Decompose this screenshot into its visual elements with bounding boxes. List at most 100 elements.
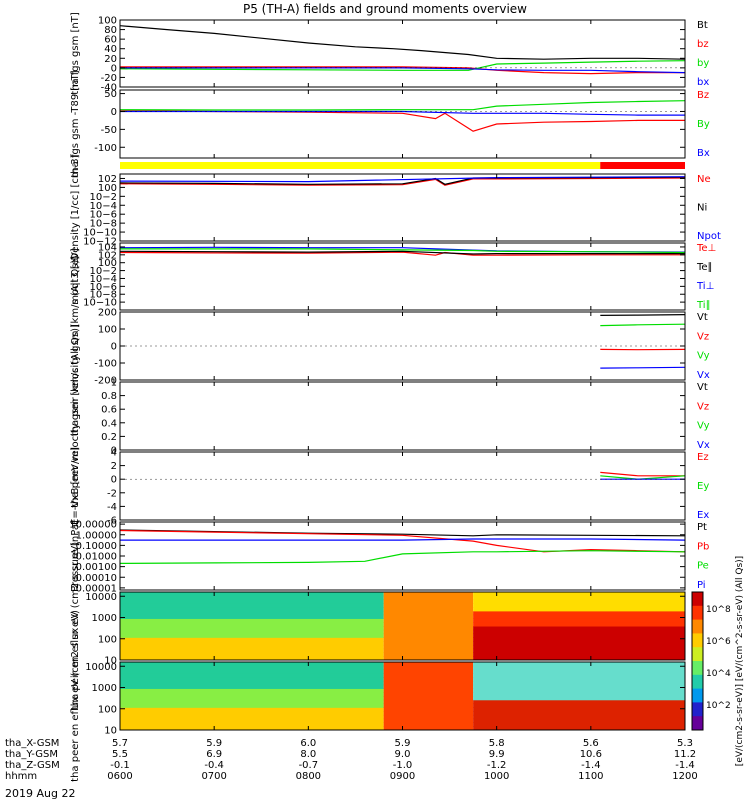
spectrogram-band [383,637,474,642]
time-row-value: 5.3 [677,738,693,749]
spectrogram-band [383,711,474,716]
spectrogram-band [473,699,685,705]
legend-fgs_dev: By [697,119,710,130]
ytick-label: 200 [98,308,117,319]
spectrogram-band [473,610,685,616]
time-row-value: 10.6 [580,749,602,760]
ytick-label: 10−2 [90,192,117,203]
series-density [119,177,686,186]
spectrogram-band [473,673,685,678]
legend-density: Npot [697,231,721,242]
spectrogram-band [473,641,685,646]
spectrogram-band [120,656,384,661]
ytick-label: -100 [94,143,117,154]
spectrogram-band [383,599,474,604]
spectrogram-band [383,662,474,667]
spectrogram-band [473,662,685,667]
spectrogram-band [473,669,685,674]
spectrogram-band [120,707,384,712]
spectrogram-band [120,711,384,716]
ytick-label: 0 [111,446,117,457]
spectrogram-band [473,677,685,682]
series-fgs [119,25,686,60]
spectrogram-band [383,641,474,646]
panel-density: NeNiNpot10210010−210−410−610−810−1010−12… [70,154,721,260]
time-row-value: 8.0 [300,749,316,760]
ytick-label: 10000 [85,662,117,673]
legend-peir_vel: Vt [697,312,708,323]
colorbar-swatch [692,688,703,703]
spectrogram-band [120,699,384,705]
legend-peir_vel: Vx [697,370,710,381]
spectrogram-band [120,626,384,631]
ytick-label: 10−10 [83,298,117,309]
time-row-label: tha_Y-GSM [5,749,58,760]
spectrogram-band [473,684,685,689]
panel-efield: Ez Ey Ex -6 -4 -2 0 2 4 E=-VxB [mV/m] [70,447,709,527]
time-row-value: 6.9 [206,749,222,760]
spectrogram-band [473,680,685,686]
colorbar-swatch [692,661,703,676]
legend-peir_vel: Vy [697,351,710,362]
ytick-label: 80 [104,25,117,36]
ytick-label: -6 [107,516,117,527]
spectrogram-band [383,692,474,697]
ylabel-fgs_dev: tha fgs gsm -T89 [nT] [70,70,81,177]
series-temperature [120,248,686,254]
panel-peir_vel: Vt Vz Vy Vx -200 -100 0 100 200 tha peir velocity… [70,256,710,437]
time-row-value: 0900 [390,771,415,782]
spectrogram-band [473,652,685,657]
legend-pressure: Pb [697,541,709,552]
ytick-label: 10000 [85,592,117,603]
spectrogram-band [383,629,474,635]
spectrogram-band [120,629,384,635]
time-row-value: 5.9 [395,738,411,749]
colorbar-tick-label: 10^4 [706,669,731,679]
time-row-value: -1.0 [393,760,413,771]
spectrogram-band [473,722,685,727]
spectrogram-band [383,696,474,701]
spectrogram-band [473,696,685,701]
legend-fgs_dev: Bx [697,148,710,159]
series-pressure [119,529,686,553]
time-row-label: hhmm [5,771,37,782]
legend-peir_vel: Vz [697,331,709,342]
ylabel-peer_vel: tha peer velocity gsm [km/s (All Qs)] [70,324,81,508]
ytick-label: 0.01000 [76,552,117,563]
time-row-value: -0.7 [299,760,319,771]
legend-pressure: Pt [697,522,707,533]
ytick-label: 10−2 [90,266,117,277]
spectrogram-band [120,599,384,604]
ytick-label: 10.00000 [69,520,117,531]
legend-fgs: bx [697,77,709,88]
ytick-label: 1.00000 [76,530,117,541]
time-row-value: -1.4 [675,760,695,771]
spectrogram-band [120,722,384,727]
spectrogram-band [473,688,685,693]
ytick-label: 1000 [92,613,117,624]
ylabel-peir_spec: tha peir en eflux eV (cm2 s sr eV) [70,542,81,710]
time-row-value: 5.6 [583,738,599,749]
spectrogram-band [120,688,384,693]
panel-frame [119,451,686,521]
series-fgs_dev [119,100,686,111]
ytick-label: 10−4 [90,201,117,212]
ytick-label: 0.00001 [76,583,117,594]
colorbar: 10^8 10^6 10^4 10^2 [eV/(cm2-s-sr-eV)] [eV/(… [691,556,745,766]
spectrogram-band [473,599,685,604]
spectrogram-band [120,669,384,674]
legend-fgs_dev: Bz [697,90,709,101]
spectrogram-band [383,677,474,682]
spectrogram-band [120,595,384,601]
colorbar-swatch [692,716,703,731]
spectrogram-band [120,726,384,731]
spectrogram-band [120,644,384,650]
ytick-label: -4 [107,502,117,513]
spectrogram-band [120,680,384,686]
ytick-label: 102 [98,174,117,185]
series-temperature [119,250,685,255]
ytick-label: 100 [98,16,117,27]
spectrogram-band [120,692,384,697]
spectrogram-band [120,662,384,667]
ytick-label: 100 [98,325,117,336]
